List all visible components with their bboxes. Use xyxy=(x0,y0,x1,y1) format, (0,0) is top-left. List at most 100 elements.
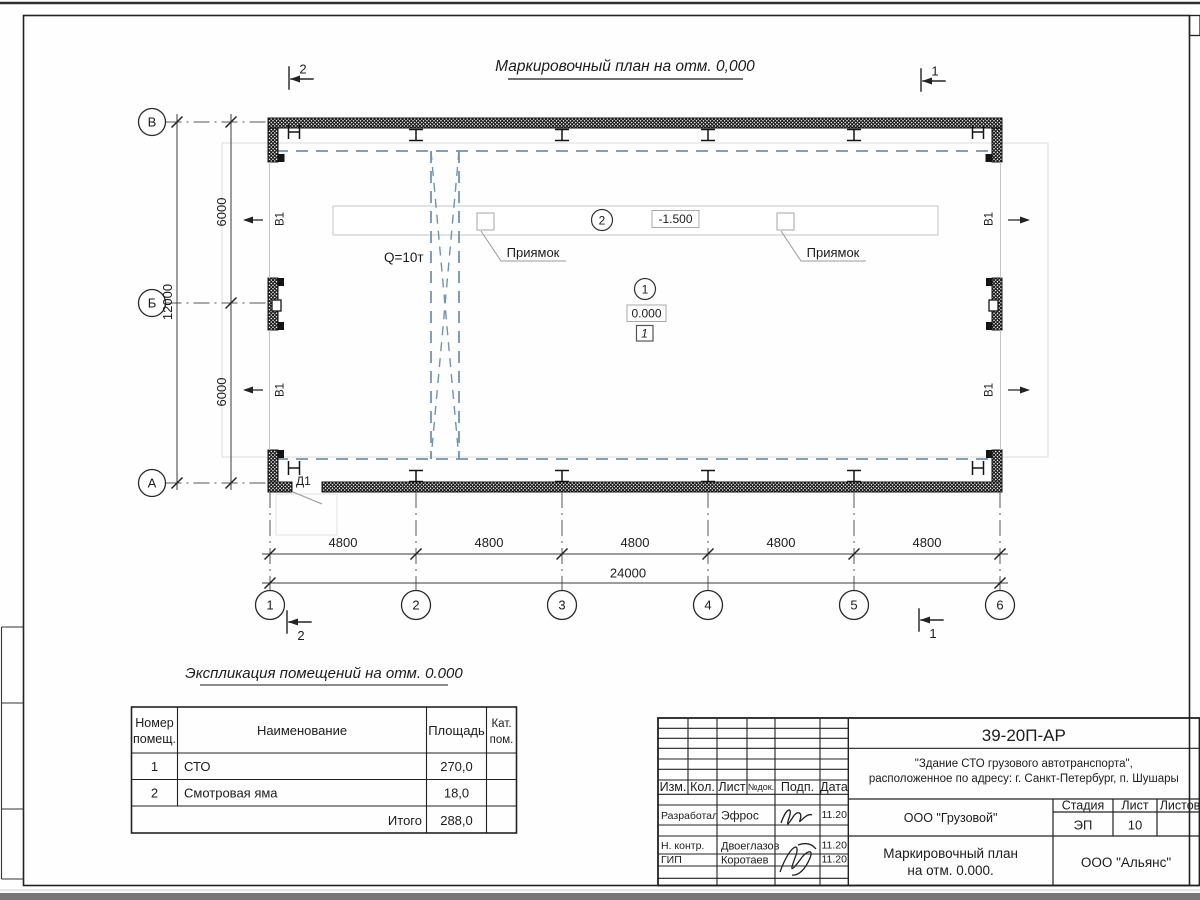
section-number: 1 xyxy=(931,64,938,79)
gate-direction-arrows xyxy=(243,216,1030,394)
role-date: 11.20 xyxy=(821,840,847,852)
role-name: Коротаев xyxy=(721,855,769,867)
main-title-group: Маркировочный план на отм. 0,000 xyxy=(495,58,755,80)
section-marks: 2 1 2 1 xyxy=(286,62,946,643)
axis-letter: В xyxy=(148,115,157,130)
col-ndok: №док. xyxy=(748,782,774,792)
door-d1: Д1 xyxy=(292,474,323,505)
section-mark-bottom-left: 2 xyxy=(286,610,312,643)
gate-labels: В1 В1 В1 В1 xyxy=(243,212,1030,397)
room-area: 270,0 xyxy=(440,759,473,774)
explication-total-row: Итого 288,0 xyxy=(388,813,473,828)
dim-ticks-bottom xyxy=(263,547,1007,590)
gate-label: В1 xyxy=(275,212,287,226)
role-date: 11.20 xyxy=(821,809,847,821)
col-header-area: Площадь xyxy=(428,723,485,738)
ibeam-icon-rotated xyxy=(287,461,301,475)
elevation-box-pit xyxy=(651,210,700,228)
role-label: Разработал xyxy=(661,810,718,822)
section-arrow-head xyxy=(288,618,298,626)
signature-developer xyxy=(780,809,813,825)
ibeam-icon xyxy=(847,128,861,142)
axis-circle-6 xyxy=(984,589,1016,621)
bay-dim: 4800 xyxy=(329,535,358,550)
axis-number: 4 xyxy=(704,598,711,613)
project-name-line2: расположенное по адресу: г. Санкт-Петерб… xyxy=(869,773,1179,785)
stage-value: ЭП xyxy=(1074,818,1093,833)
role-name: Эфрос xyxy=(721,809,759,823)
axis-circle-1 xyxy=(254,589,286,621)
axis-letter: А xyxy=(148,476,157,491)
wall-tab xyxy=(986,322,992,330)
title-block-left-horizontals xyxy=(658,727,849,879)
axis-number-circles: 1 2 3 4 5 6 xyxy=(254,589,1016,621)
gate-label: В1 xyxy=(984,212,996,226)
column-mark-left xyxy=(271,299,282,312)
axis-dashdot-verticals xyxy=(269,492,1001,590)
col-header-cat: пом. xyxy=(490,734,514,746)
col-header-cat: Кат. xyxy=(491,718,511,730)
role-name: Двоеглазов xyxy=(721,841,780,853)
ibeam-icon xyxy=(409,469,423,483)
ibeam-icon xyxy=(555,128,569,142)
bottom-dark-strip xyxy=(0,893,1200,900)
wall-tab xyxy=(985,154,993,162)
total-label: Итого xyxy=(388,813,422,828)
drawing-title-line2: на отм. 0.000. xyxy=(907,863,993,878)
axis-letter: Б xyxy=(148,296,157,311)
col-header-num: Номер xyxy=(135,716,174,730)
section-mark-top-right: 1 xyxy=(920,64,946,92)
room-number-1: 1 xyxy=(642,283,649,297)
room-num: 2 xyxy=(151,786,158,801)
ibeam-icon xyxy=(555,469,569,483)
bay-dim: 4800 xyxy=(767,535,796,550)
axis-circle-a xyxy=(137,468,167,498)
door-swing-outline xyxy=(275,493,338,536)
axis-number: 6 xyxy=(996,598,1003,613)
total-area: 288,0 xyxy=(440,813,473,828)
arrow-left-head xyxy=(243,386,253,394)
bay-dim: 4800 xyxy=(913,535,942,550)
room-name: СТО xyxy=(184,759,210,774)
room-area: 18,0 xyxy=(444,786,469,801)
arrow-left-head xyxy=(243,216,253,224)
signature-control xyxy=(779,842,817,876)
col-header-num: помещ. xyxy=(133,732,176,746)
col-kol: Кол. xyxy=(690,780,715,794)
pit-label-right: Приямок xyxy=(807,245,860,260)
section-mark-bottom-right: 1 xyxy=(918,608,944,641)
sheet-number: 10 xyxy=(1128,818,1142,833)
explication-border xyxy=(130,706,518,834)
format-corner-box xyxy=(1188,14,1200,37)
floor-type-box xyxy=(635,324,654,342)
axis-number: 5 xyxy=(850,598,857,613)
crane-capacity-label: Q=10т xyxy=(384,250,424,265)
section-arrow-head xyxy=(290,75,300,83)
horizontal-dim-lines xyxy=(262,553,1008,584)
wall-tab xyxy=(277,154,285,162)
explication-row-2: 2 Смотровая яма 18,0 xyxy=(151,786,469,801)
ibeam-icon xyxy=(701,128,715,142)
wall-corner-bottom-right xyxy=(991,449,1003,483)
floor-type-value: 1 xyxy=(641,327,648,341)
vertical-dim-lines xyxy=(176,114,232,490)
sheets-label: Листов xyxy=(1160,799,1200,813)
pit-leader-left xyxy=(480,230,566,262)
stage-label: Стадия xyxy=(1062,799,1105,813)
axis-circle-3 xyxy=(546,589,578,621)
pit-label-left: Приямок xyxy=(507,245,560,260)
wall-bottom xyxy=(321,481,1003,493)
dim-12000: 12000 xyxy=(160,284,175,320)
room-number-circle-1 xyxy=(633,277,657,301)
gate-label: В1 xyxy=(984,383,996,397)
door-leaf xyxy=(292,491,323,505)
crane-travel-diagonals xyxy=(430,150,460,460)
axis-circle-4 xyxy=(692,589,724,621)
role-label: ГИП xyxy=(661,854,682,866)
dim-6000-upper: 6000 xyxy=(214,198,229,227)
number-axes: 4800 4800 4800 4800 4800 24000 1 2 3 4 5… xyxy=(254,492,1016,621)
wall-top xyxy=(267,117,1003,129)
axis-circle-b xyxy=(137,288,167,318)
col-header-name: Наименование xyxy=(257,723,347,738)
